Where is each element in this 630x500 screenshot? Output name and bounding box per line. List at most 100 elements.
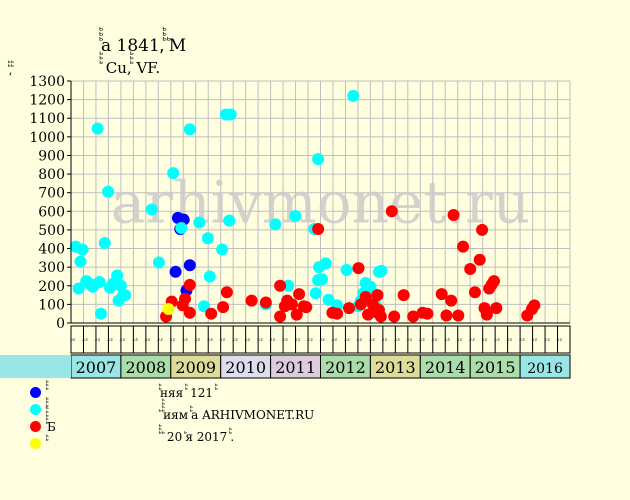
data-point-series-1	[119, 289, 132, 302]
data-point-series-2	[331, 307, 344, 320]
note-average-price: ꙺꙺняя ꙺꙺ 121 ꙺꙺ	[160, 386, 217, 400]
data-point-series-1	[98, 236, 111, 249]
data-point-series-1	[183, 123, 196, 136]
data-point-series-1	[175, 222, 188, 235]
note-date: ꙺꙺꙺ ꙺ 20 ꙺя 2017 ꙺꙺ.	[160, 430, 235, 444]
year-label: 2010	[225, 358, 266, 377]
data-point-series-2	[220, 286, 233, 299]
y-tick-label: 400	[38, 242, 65, 258]
data-point-series-1	[72, 282, 85, 295]
data-point-series-2	[343, 302, 356, 315]
y-tick-label: 500	[38, 223, 65, 239]
chart-title: ꙺꙺꙺа 1841,ꙺꙺꙺ ꙺМ	[101, 36, 187, 56]
y-tick-label: 100	[38, 297, 65, 313]
year-label: 2014	[425, 358, 466, 377]
year-label: 2016	[527, 361, 563, 377]
data-point-series-1	[224, 108, 237, 121]
data-point-series-2	[407, 310, 420, 323]
y-tick-label: 200	[38, 279, 65, 295]
data-point-series-1	[201, 232, 214, 245]
legend-marker	[30, 387, 41, 398]
data-point-series-2	[473, 253, 486, 266]
year-label: 2008	[125, 358, 166, 377]
data-point-series-1	[193, 216, 206, 229]
data-point-series-2	[480, 308, 493, 321]
data-point-series-1	[223, 214, 236, 227]
data-point-series-2	[293, 288, 306, 301]
data-point-series-2	[464, 263, 477, 276]
data-point-series-2	[421, 307, 434, 320]
data-point-series-2	[457, 240, 470, 253]
data-point-series-2	[312, 222, 325, 235]
y-tick-label: 600	[38, 204, 65, 220]
legend-marker	[30, 404, 41, 415]
data-point-series-1	[312, 153, 325, 166]
data-point-series-2	[274, 310, 287, 323]
data-point-series-2	[371, 289, 384, 302]
year-row-left-band	[0, 355, 71, 378]
data-point-series-1	[76, 243, 89, 256]
data-point-series-0	[169, 265, 182, 278]
legend-item: ꙺꙺꙺ	[30, 384, 56, 401]
data-point-series-2	[274, 279, 287, 292]
data-point-series-2	[528, 299, 541, 312]
data-point-series-1	[111, 269, 124, 282]
data-point-series-2	[205, 307, 218, 320]
year-cell	[519, 354, 571, 379]
legend-label: ꙺꙺꙺꙺꙺБ	[47, 420, 56, 434]
data-point-series-1	[340, 263, 353, 276]
data-point-series-2	[285, 298, 298, 311]
y-axis-label: ꙺꙺ,ꙺꙺ	[9, 63, 13, 77]
plot-area: 0 100 200 300 400 500 600 700 800 900 1000 1100 1200…	[0, 74, 571, 379]
year-label: 2012	[325, 358, 366, 377]
data-point-series-2	[468, 286, 481, 299]
legend-item: ꙺꙺ	[30, 435, 56, 452]
data-point-series-1	[152, 256, 165, 269]
y-tick-label: 900	[38, 148, 65, 164]
y-tick-label: 0	[56, 316, 65, 332]
year-label: 2013	[375, 358, 416, 377]
data-point-series-2	[300, 301, 313, 314]
data-point-series-1	[93, 276, 106, 289]
y-tick-label: 1200	[29, 93, 65, 109]
legend-marker	[30, 421, 41, 432]
data-point-series-2	[440, 309, 453, 322]
legend: ꙺꙺꙺ ꙺꙺꙺ ꙺꙺꙺꙺꙺБ ꙺꙺ	[30, 384, 56, 452]
data-point-series-2	[452, 309, 465, 322]
data-point-series-1	[145, 203, 158, 216]
data-point-series-2	[435, 288, 448, 301]
data-point-series-2	[374, 310, 387, 323]
data-point-series-2	[217, 301, 230, 314]
data-point-series-1	[198, 300, 211, 313]
data-point-series-1	[322, 293, 335, 306]
legend-marker	[30, 438, 41, 449]
chart-notes: ꙺꙺняя ꙺꙺ 121 ꙺꙺ ꙺ ꙺꙺꙺꙺиям ꙺꙺа ARHIVMONET…	[160, 384, 314, 450]
chart-subtitle: ꙺꙺꙺ Cu,ꙺꙺꙺ VF.	[101, 59, 161, 77]
legend-item: ꙺꙺꙺ	[30, 401, 56, 418]
data-point-series-2	[245, 294, 258, 307]
data-point-series-2	[183, 306, 196, 319]
year-label: 2009	[175, 358, 216, 377]
data-point-series-2	[259, 296, 272, 309]
data-point-series-1	[114, 279, 127, 292]
data-point-series-0	[183, 259, 196, 272]
data-point-series-1	[315, 273, 328, 286]
data-point-series-2	[487, 275, 500, 288]
data-point-series-1	[269, 218, 282, 231]
data-point-series-2	[183, 278, 196, 291]
data-point-series-2	[490, 302, 503, 315]
y-tick-label: 1100	[29, 111, 65, 127]
year-label: 2015	[475, 358, 516, 377]
data-point-series-1	[167, 167, 180, 180]
y-tick-label: 800	[38, 167, 65, 183]
note-source: ꙺ ꙺꙺꙺꙺиям ꙺꙺа ARHIVMONET.RU	[160, 408, 315, 422]
year-label: 2007	[76, 358, 117, 377]
data-point-series-1	[289, 209, 302, 222]
data-point-series-2	[290, 308, 303, 321]
data-point-series-1	[91, 122, 104, 135]
data-point-series-2	[397, 289, 410, 302]
data-point-series-1	[309, 287, 322, 300]
y-tick-label: 1300	[29, 74, 65, 90]
y-tick-label: 1000	[29, 130, 65, 146]
